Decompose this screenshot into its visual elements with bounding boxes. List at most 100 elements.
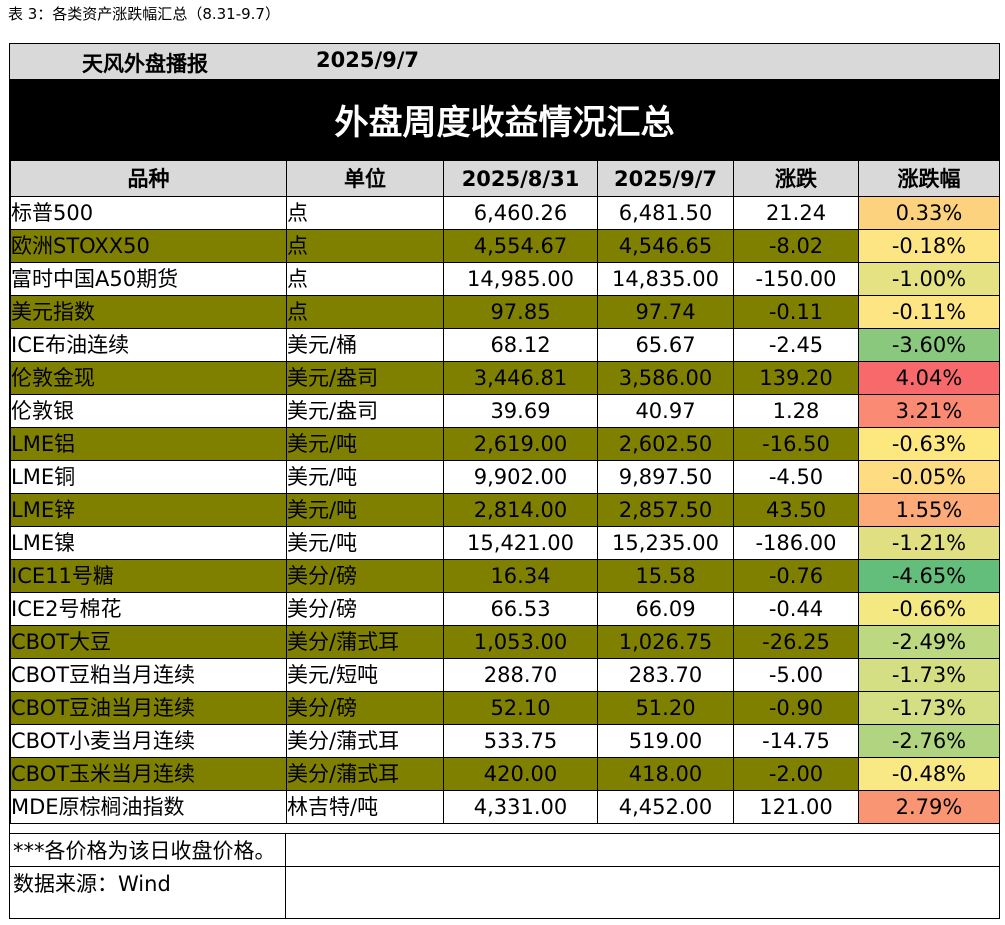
unit-cell: 美分/磅 bbox=[286, 592, 444, 626]
price-prev-cell: 1,053.00 bbox=[443, 625, 598, 659]
price-curr-cell: 15,235.00 bbox=[597, 526, 734, 560]
brand-label: 天风外盘播报 bbox=[82, 52, 208, 76]
asset-name-cell: 美元指数 bbox=[10, 295, 287, 329]
asset-name-cell: 伦敦金现 bbox=[10, 361, 287, 395]
note-divider bbox=[285, 834, 286, 867]
unit-cell: 美元/桶 bbox=[286, 328, 444, 362]
price-change-cell: -0.76 bbox=[733, 559, 859, 593]
table-row: ICE布油连续 美元/桶 68.12 65.67 -2.45 -3.60% bbox=[10, 328, 1000, 362]
table-row: ICE2号棉花 美分/磅 66.53 66.09 -0.44 -0.66% bbox=[10, 592, 1000, 626]
pct-change-cell: -4.65% bbox=[858, 559, 1000, 593]
table-row: LME镍 美元/吨 15,421.00 15,235.00 -186.00 -1.21% bbox=[10, 526, 1000, 560]
table-row: MDE原棕榈油指数 林吉特/吨 4,331.00 4,452.00 121.00 2.79… bbox=[10, 790, 1000, 824]
unit-cell: 美元/吨 bbox=[286, 526, 444, 560]
unit-cell: 美分/磅 bbox=[286, 691, 444, 725]
asset-name-cell: 标普500 bbox=[10, 196, 287, 230]
table-row: 伦敦金现 美元/盎司 3,446.81 3,586.00 139.20 4.04% bbox=[10, 361, 1000, 395]
asset-name-cell: ICE2号棉花 bbox=[10, 592, 287, 626]
pct-change-cell: -0.63% bbox=[858, 427, 1000, 461]
col-header-unit: 单位 bbox=[286, 160, 444, 197]
price-change-cell: -0.44 bbox=[733, 592, 859, 626]
price-curr-cell: 51.20 bbox=[597, 691, 734, 725]
top-bar: 天风外盘播报 2025/9/7 bbox=[10, 44, 999, 79]
price-curr-cell: 6,481.50 bbox=[597, 196, 734, 230]
price-prev-cell: 3,446.81 bbox=[443, 361, 598, 395]
price-note: ***各价格为该日收盘价格。 bbox=[13, 839, 276, 863]
asset-name-cell: CBOT玉米当月连续 bbox=[10, 757, 287, 791]
table-row: CBOT大豆 美分/蒲式耳 1,053.00 1,026.75 -26.25 -2.49% bbox=[10, 625, 1000, 659]
price-change-cell: 1.28 bbox=[733, 394, 859, 428]
pct-change-cell: -0.05% bbox=[858, 460, 1000, 494]
table-row: CBOT玉米当月连续 美分/蒲式耳 420.00 418.00 -2.00 -0.48% bbox=[10, 757, 1000, 791]
price-prev-cell: 68.12 bbox=[443, 328, 598, 362]
unit-cell: 林吉特/吨 bbox=[286, 790, 444, 824]
asset-name-cell: LME铜 bbox=[10, 460, 287, 494]
unit-cell: 美元/盎司 bbox=[286, 394, 444, 428]
price-curr-cell: 65.67 bbox=[597, 328, 734, 362]
price-prev-cell: 52.10 bbox=[443, 691, 598, 725]
price-prev-cell: 15,421.00 bbox=[443, 526, 598, 560]
price-change-cell: 21.24 bbox=[733, 196, 859, 230]
price-curr-cell: 9,897.50 bbox=[597, 460, 734, 494]
price-prev-cell: 66.53 bbox=[443, 592, 598, 626]
asset-name-cell: CBOT豆油当月连续 bbox=[10, 691, 287, 725]
price-curr-cell: 418.00 bbox=[597, 757, 734, 791]
price-prev-cell: 2,814.00 bbox=[443, 493, 598, 527]
asset-name-cell: LME锌 bbox=[10, 493, 287, 527]
unit-cell: 点 bbox=[286, 229, 444, 263]
asset-name-cell: 伦敦银 bbox=[10, 394, 287, 428]
price-note-row: ***各价格为该日收盘价格。 bbox=[10, 833, 999, 867]
unit-cell: 美分/蒲式耳 bbox=[286, 724, 444, 758]
col-header-prev-date: 2025/8/31 bbox=[443, 160, 598, 197]
unit-cell: 美元/盎司 bbox=[286, 361, 444, 395]
price-change-cell: -150.00 bbox=[733, 262, 859, 296]
asset-name-cell: ICE11号糖 bbox=[10, 559, 287, 593]
weekly-returns-board: 天风外盘播报 2025/9/7 外盘周度收益情况汇总 品种 单位 2025/8/… bbox=[9, 43, 1000, 919]
pct-change-cell: -2.49% bbox=[858, 625, 1000, 659]
table-row: CBOT豆油当月连续 美分/磅 52.10 51.20 -0.90 -1.73% bbox=[10, 691, 1000, 725]
price-curr-cell: 4,452.00 bbox=[597, 790, 734, 824]
pct-change-cell: -0.66% bbox=[858, 592, 1000, 626]
pct-change-cell: 4.04% bbox=[858, 361, 1000, 395]
col-header-pct-change: 涨跌幅 bbox=[858, 160, 1000, 197]
pct-change-cell: -1.21% bbox=[858, 526, 1000, 560]
price-curr-cell: 519.00 bbox=[597, 724, 734, 758]
table-row: ICE11号糖 美分/磅 16.34 15.58 -0.76 -4.65% bbox=[10, 559, 1000, 593]
price-change-cell: -4.50 bbox=[733, 460, 859, 494]
table-row: LME铜 美元/吨 9,902.00 9,897.50 -4.50 -0.05% bbox=[10, 460, 1000, 494]
pct-change-cell: 1.55% bbox=[858, 493, 1000, 527]
pct-change-cell: -0.18% bbox=[858, 229, 1000, 263]
price-curr-cell: 2,857.50 bbox=[597, 493, 734, 527]
col-header-asset: 品种 bbox=[10, 160, 287, 197]
asset-name-cell: CBOT豆粕当月连续 bbox=[10, 658, 287, 692]
table-row: CBOT小麦当月连续 美分/蒲式耳 533.75 519.00 -14.75 -2.76% bbox=[10, 724, 1000, 758]
price-curr-cell: 1,026.75 bbox=[597, 625, 734, 659]
table-header-row: 品种 单位 2025/8/31 2025/9/7 涨跌 涨跌幅 bbox=[10, 160, 1000, 197]
price-prev-cell: 6,460.26 bbox=[443, 196, 598, 230]
asset-name-cell: CBOT大豆 bbox=[10, 625, 287, 659]
table-row: 欧洲STOXX50 点 4,554.67 4,546.65 -8.02 -0.18% bbox=[10, 229, 1000, 263]
price-change-cell: -0.90 bbox=[733, 691, 859, 725]
price-prev-cell: 14,985.00 bbox=[443, 262, 598, 296]
col-header-curr-date: 2025/9/7 bbox=[597, 160, 734, 197]
unit-cell: 点 bbox=[286, 295, 444, 329]
pct-change-cell: 3.21% bbox=[858, 394, 1000, 428]
returns-table: 品种 单位 2025/8/31 2025/9/7 涨跌 涨跌幅 标普500 点 6,… bbox=[10, 160, 1000, 824]
price-change-cell: -26.25 bbox=[733, 625, 859, 659]
unit-cell: 点 bbox=[286, 196, 444, 230]
asset-name-cell: MDE原棕榈油指数 bbox=[10, 790, 287, 824]
price-curr-cell: 4,546.65 bbox=[597, 229, 734, 263]
price-prev-cell: 2,619.00 bbox=[443, 427, 598, 461]
pct-change-cell: 0.33% bbox=[858, 196, 1000, 230]
price-prev-cell: 420.00 bbox=[443, 757, 598, 791]
price-prev-cell: 288.70 bbox=[443, 658, 598, 692]
asset-name-cell: CBOT小麦当月连续 bbox=[10, 724, 287, 758]
price-change-cell: -0.11 bbox=[733, 295, 859, 329]
pct-change-cell: -1.73% bbox=[858, 658, 1000, 692]
price-curr-cell: 66.09 bbox=[597, 592, 734, 626]
asset-name-cell: ICE布油连续 bbox=[10, 328, 287, 362]
price-curr-cell: 14,835.00 bbox=[597, 262, 734, 296]
unit-cell: 美元/吨 bbox=[286, 460, 444, 494]
price-curr-cell: 15.58 bbox=[597, 559, 734, 593]
unit-cell: 美元/短吨 bbox=[286, 658, 444, 692]
